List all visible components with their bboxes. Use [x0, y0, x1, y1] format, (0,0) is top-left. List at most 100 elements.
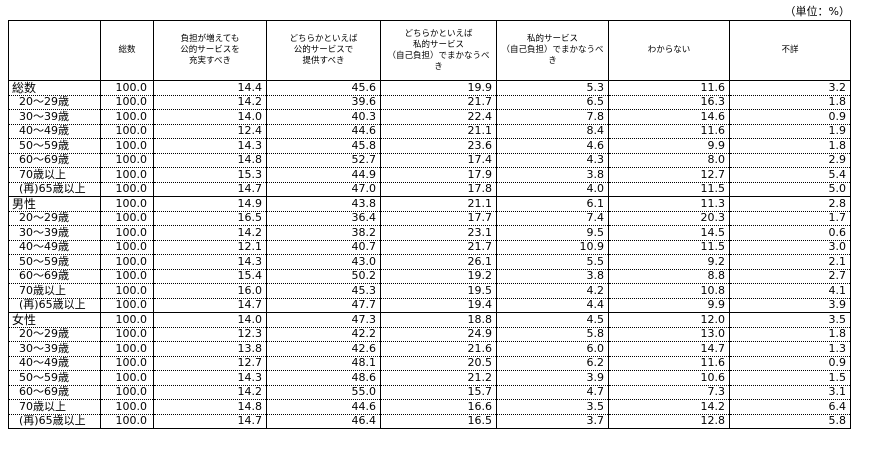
cell-value: 0.9: [729, 109, 851, 125]
cell-value: 16.3: [608, 94, 730, 110]
cell-value: 20.3: [608, 210, 730, 226]
cell-value: 100.0: [100, 384, 154, 400]
cell-value: 21.1: [380, 123, 497, 139]
cell-value: 100.0: [100, 268, 154, 284]
table-row: 70歳以上 100.0 14.8 44.6 16.6 3.5 14.2 6.4: [8, 399, 851, 415]
cell-value: 100.0: [100, 312, 154, 328]
cell-value: 6.0: [496, 341, 609, 357]
cell-value: 2.9: [729, 152, 851, 168]
table-row: 総数 100.0 14.4 45.6 19.9 5.3 11.6 3.2: [8, 80, 851, 96]
cell-value: 3.9: [496, 370, 609, 386]
cell-value: 100.0: [100, 283, 154, 299]
cell-value: 12.4: [153, 123, 267, 139]
table-row: 40～49歳 100.0 12.7 48.1 20.5 6.2 11.6 0.9: [8, 355, 851, 371]
row-label: 40～49歳: [8, 355, 101, 371]
cell-value: 40.7: [266, 239, 381, 255]
cell-value: 4.7: [496, 384, 609, 400]
cell-value: 19.5: [380, 283, 497, 299]
cell-value: 16.0: [153, 283, 267, 299]
cell-value: 16.5: [153, 210, 267, 226]
column-header: どちらかといえば 私的サービス （自己負担）でまかなうべき: [380, 20, 497, 81]
cell-value: 19.9: [380, 80, 497, 96]
table-row: 20～29歳 100.0 14.2 39.6 21.7 6.5 16.3 1.8: [8, 94, 851, 110]
cell-value: 43.8: [266, 196, 381, 212]
cell-value: 10.9: [496, 239, 609, 255]
cell-value: 100.0: [100, 138, 154, 154]
cell-value: 0.9: [729, 355, 851, 371]
cell-value: 100.0: [100, 399, 154, 415]
cell-value: 46.4: [266, 413, 381, 429]
cell-value: 45.3: [266, 283, 381, 299]
cell-value: 100.0: [100, 254, 154, 270]
cell-value: 3.7: [496, 413, 609, 429]
cell-value: 7.8: [496, 109, 609, 125]
cell-value: 40.3: [266, 109, 381, 125]
cell-value: 44.6: [266, 123, 381, 139]
cell-value: 100.0: [100, 94, 154, 110]
cell-value: 100.0: [100, 196, 154, 212]
cell-value: 48.6: [266, 370, 381, 386]
cell-value: 14.4: [153, 80, 267, 96]
cell-value: 5.8: [496, 326, 609, 342]
cell-value: 42.6: [266, 341, 381, 357]
cell-value: 100.0: [100, 152, 154, 168]
cell-value: 21.2: [380, 370, 497, 386]
cell-value: 14.3: [153, 254, 267, 270]
row-label: 50～59歳: [8, 138, 101, 154]
cell-value: 17.8: [380, 181, 497, 197]
cell-value: 2.7: [729, 268, 851, 284]
cell-value: 12.7: [153, 355, 267, 371]
table-row: 女性 100.0 14.0 47.3 18.8 4.5 12.0 3.5: [8, 312, 851, 328]
cell-value: 9.5: [496, 225, 609, 241]
cell-value: 6.5: [496, 94, 609, 110]
cell-value: 2.1: [729, 254, 851, 270]
column-header: 負担が増えても 公的サービスを 充実すべき: [153, 20, 267, 81]
cell-value: 47.3: [266, 312, 381, 328]
table-row: 70歳以上 100.0 16.0 45.3 19.5 4.2 10.8 4.1: [8, 283, 851, 299]
cell-value: 6.1: [496, 196, 609, 212]
row-label: 20～29歳: [8, 326, 101, 342]
cell-value: 22.4: [380, 109, 497, 125]
row-label: 男性: [8, 196, 101, 212]
cell-value: 38.2: [266, 225, 381, 241]
header-corner: [8, 20, 101, 81]
cell-value: 100.0: [100, 355, 154, 371]
cell-value: 8.0: [608, 152, 730, 168]
cell-value: 9.2: [608, 254, 730, 270]
cell-value: 18.8: [380, 312, 497, 328]
cell-value: 100.0: [100, 297, 154, 313]
cell-value: 14.7: [153, 413, 267, 429]
cell-value: 11.6: [608, 355, 730, 371]
cell-value: 100.0: [100, 123, 154, 139]
cell-value: 11.5: [608, 239, 730, 255]
row-label: 総数: [8, 80, 101, 96]
cell-value: 100.0: [100, 326, 154, 342]
cell-value: 1.5: [729, 370, 851, 386]
cell-value: 12.3: [153, 326, 267, 342]
table-row: 70歳以上 100.0 15.3 44.9 17.9 3.8 12.7 5.4: [8, 167, 851, 183]
cell-value: 4.1: [729, 283, 851, 299]
cell-value: 3.2: [729, 80, 851, 96]
table-row: 20～29歳 100.0 12.3 42.2 24.9 5.8 13.0 1.8: [8, 326, 851, 342]
cell-value: 4.4: [496, 297, 609, 313]
cell-value: 5.8: [729, 413, 851, 429]
row-label: 50～59歳: [8, 370, 101, 386]
cell-value: 50.2: [266, 268, 381, 284]
column-header: わからない: [608, 20, 730, 81]
cell-value: 14.0: [153, 312, 267, 328]
row-label: (再)65歳以上: [8, 413, 101, 429]
cell-value: 100.0: [100, 413, 154, 429]
cell-value: 3.9: [729, 297, 851, 313]
cell-value: 13.8: [153, 341, 267, 357]
row-label: 50～59歳: [8, 254, 101, 270]
cell-value: 16.5: [380, 413, 497, 429]
cell-value: 20.5: [380, 355, 497, 371]
cell-value: 14.5: [608, 225, 730, 241]
cell-value: 100.0: [100, 181, 154, 197]
cell-value: 9.9: [608, 138, 730, 154]
cell-value: 6.2: [496, 355, 609, 371]
survey-table: 総数 負担が増えても 公的サービスを 充実すべき どちらかといえば 公的サービスで 提供すべ…: [8, 20, 851, 429]
cell-value: 12.7: [608, 167, 730, 183]
cell-value: 47.7: [266, 297, 381, 313]
column-header: どちらかといえば 公的サービスで 提供すべき: [266, 20, 381, 81]
